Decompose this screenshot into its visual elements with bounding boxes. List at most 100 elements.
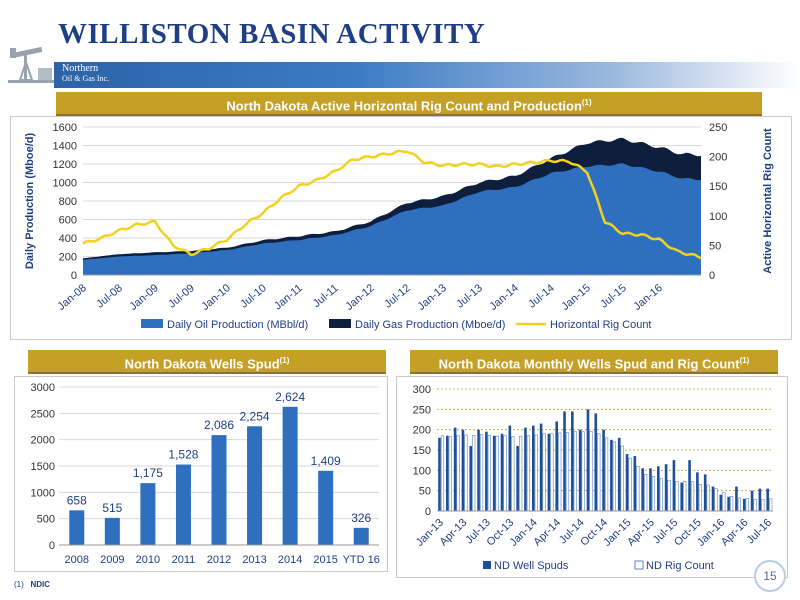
logo-line1: Northern <box>62 63 99 74</box>
monthly-spud-rig-chart: 050100150200250300Jan-13Apr-13Jul-13Oct-… <box>413 384 775 572</box>
chart1-y2-tick-label: 100 <box>709 211 727 223</box>
chart3-bar-rig <box>620 445 624 512</box>
chart3-y-tick-label: 100 <box>413 465 431 477</box>
chart3-y-tick-label: 200 <box>413 425 431 437</box>
chart1-y2-tick-label: 200 <box>709 152 727 164</box>
chart3-bar-rig <box>542 433 546 512</box>
chart2-title-sup: (1) <box>279 356 290 365</box>
chart1-y-tick-label: 800 <box>59 196 77 208</box>
chart2-y-tick-label: 2500 <box>31 408 55 420</box>
footnote-marker: (1) <box>14 580 24 589</box>
chart1-y-tick-label: 200 <box>59 252 77 264</box>
chart3-bar-spud <box>696 472 699 511</box>
chart3-bar-spud <box>633 456 637 511</box>
chart3-bar-rig <box>440 435 445 512</box>
chart3-bar-rig <box>706 484 710 512</box>
chart3-x-tick-label: Apr-15 <box>625 517 657 549</box>
chart1-y-tick-label: 400 <box>59 233 77 245</box>
chart3-bar-rig <box>714 488 718 512</box>
chart3-bar-spud <box>750 490 754 511</box>
chart3-bar-rig <box>683 481 687 512</box>
chart1-y-axis-label: Daily Production (Mboe/d) <box>24 133 36 270</box>
chart3-bar-spud <box>727 496 730 511</box>
chart3-x-tick-label: Jul-16 <box>745 517 775 547</box>
chart3-bar-rig <box>628 457 632 512</box>
chart3-bar-spud <box>500 433 504 511</box>
panel-header-rig-production: North Dakota Active Horizontal Rig Count… <box>56 92 762 116</box>
chart3-bar-rig <box>534 434 538 512</box>
chart3-frame: 0 50 100 150 200 250 300 Jan-13 Apr-13 Jul-13 Oct-… <box>396 376 788 578</box>
chart3-bar-rig <box>511 436 515 512</box>
chart3-bar-rig <box>495 435 499 512</box>
chart1-y2-tick-label: 250 <box>709 122 727 134</box>
chart1-x-tick-label: Jul-09 <box>166 282 197 310</box>
chart1-title-sup: (1) <box>581 98 592 107</box>
chart2-data-label: 2,086 <box>204 418 234 432</box>
chart3-bar-rig <box>659 478 663 512</box>
chart3-bar-spud <box>477 429 480 511</box>
chart3-bar-spud <box>492 435 496 511</box>
chart3-bar-spud <box>446 435 449 511</box>
chart2-bar <box>211 435 227 545</box>
chart1-frame: 0 200 400 600 800 1000 1200 1400 1600 0 50 100 150 20… <box>10 116 792 340</box>
rig-production-chart: 0 200 400 600 800 1000 1200 1400 1600 0 50 100 150 20… <box>24 122 774 331</box>
chart2-y-tick-label: 0 <box>49 540 55 552</box>
chart3-bar-spud <box>703 474 707 511</box>
chart1-oil-area <box>83 163 701 275</box>
chart1-y2-tick-label: 0 <box>709 270 715 282</box>
chart3-bar-rig <box>573 431 577 512</box>
chart2-data-label: 658 <box>67 493 87 507</box>
chart1-x-tick-label: Jul-13 <box>454 282 485 310</box>
chart1-title: North Dakota Active Horizontal Rig Count… <box>226 98 582 114</box>
chart3-bar-rig <box>675 481 679 512</box>
chart1-legend-label: Daily Gas Production (Mboe/d) <box>355 319 505 331</box>
chart3-bar-rig <box>730 496 734 512</box>
wells-spud-chart: 0 500 1000 1500 2000 2500 3000 658 2008 515 2009 1,… <box>31 382 380 566</box>
chart3-bar-rig <box>597 433 601 512</box>
chart3-bar-spud <box>461 429 465 511</box>
chart2-data-label: 326 <box>351 511 371 525</box>
chart1-x-tick-label: Jan-08 <box>55 282 88 313</box>
chart2-x-tick-label: YTD 16 <box>343 554 380 566</box>
chart1-x-tick-label: Jan-10 <box>199 282 232 313</box>
chart3-y-tick-label: 50 <box>419 486 431 498</box>
chart2-data-label: 1,175 <box>133 466 163 480</box>
chart3-bar-spud <box>539 423 543 511</box>
chart2-bar <box>318 470 334 545</box>
chart1-x-tick-label: Jul-10 <box>238 282 269 310</box>
chart3-bar-rig <box>448 436 452 512</box>
chart2-y-tick-label: 1500 <box>31 461 55 473</box>
chart3-legend-swatch <box>634 560 644 570</box>
company-logo: Northern Oil & Gas Inc. <box>62 64 109 84</box>
chart2-bar <box>140 483 156 545</box>
chart3-bar-rig <box>581 431 585 512</box>
chart1-x-tick-label: Jul-14 <box>526 282 557 310</box>
chart3-bar-rig <box>698 484 702 512</box>
chart3-bar-spud <box>453 427 457 511</box>
chart1-x-tick-label: Jan-16 <box>631 282 664 313</box>
chart3-bar-spud <box>586 409 590 511</box>
chart3-bar-spud <box>485 431 488 511</box>
logo-band <box>54 62 800 88</box>
chart3-bar-spud <box>555 421 559 511</box>
chart2-bar <box>247 426 263 545</box>
chart3-bar-rig <box>589 430 593 512</box>
chart3-bar-spud <box>524 427 527 511</box>
chart3-bar-rig <box>464 434 468 512</box>
chart2-x-tick-label: 2008 <box>65 554 89 566</box>
chart3-bar-rig <box>487 435 491 512</box>
chart1-x-tick-label: Jul-15 <box>598 282 629 310</box>
chart2-data-label: 1,409 <box>311 454 341 468</box>
chart3-bar-spud <box>672 460 676 511</box>
chart3-x-tick-label: Apr-14 <box>531 517 563 549</box>
chart3-bar-rig <box>667 480 671 512</box>
logo-line2: Oil & Gas Inc. <box>62 74 110 83</box>
chart3-bar-rig <box>526 435 531 512</box>
chart3-bar-rig <box>479 434 484 512</box>
chart3-legend-swatch <box>483 561 491 569</box>
chart1-y2-tick-label: 150 <box>709 181 727 193</box>
chart3-bar-rig <box>604 437 609 512</box>
chart2-x-tick-label: 2015 <box>313 554 337 566</box>
chart1-y-tick-label: 1200 <box>53 159 77 171</box>
chart3-legend-label: ND Rig Count <box>646 560 714 572</box>
